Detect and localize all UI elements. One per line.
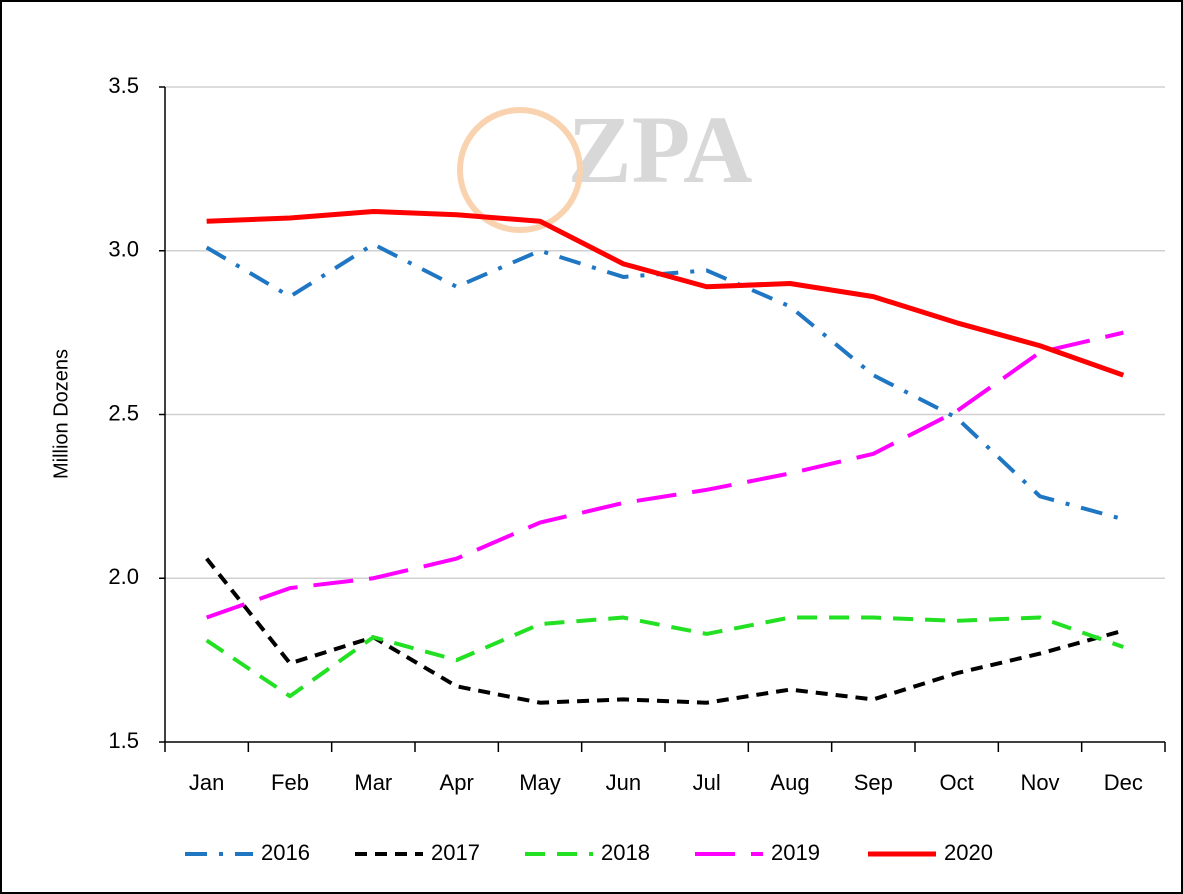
series-line xyxy=(206,208,1125,378)
y-tick-label: 3.5 xyxy=(108,73,139,98)
legend-label: 2017 xyxy=(431,840,480,865)
x-tick-label: Jul xyxy=(693,770,721,795)
y-tick-label: 3.0 xyxy=(108,237,139,262)
x-tick-label: Apr xyxy=(440,770,474,795)
y-tick-label: 1.5 xyxy=(108,728,139,753)
x-tick-label: Dec xyxy=(1104,770,1143,795)
watermark: ZPA xyxy=(568,96,753,203)
legend-label: 2018 xyxy=(601,840,650,865)
x-tick-label: Nov xyxy=(1020,770,1059,795)
legend-label: 2019 xyxy=(771,840,820,865)
y-axis-label: Million Dozens xyxy=(50,349,72,479)
legend-label: 2016 xyxy=(261,840,310,865)
series-line xyxy=(205,330,1124,620)
x-tick-label: Mar xyxy=(354,770,392,795)
y-tick-label: 2.0 xyxy=(108,564,139,589)
x-tick-label: Sep xyxy=(854,770,893,795)
x-tick-label: Jan xyxy=(189,770,224,795)
y-tick-label: 2.5 xyxy=(108,400,139,425)
x-tick-label: Aug xyxy=(770,770,809,795)
x-tick-label: Jun xyxy=(606,770,641,795)
legend-label: 2020 xyxy=(944,840,993,865)
watermark-logo xyxy=(457,107,583,233)
series-line xyxy=(205,557,1124,705)
x-tick-label: Oct xyxy=(940,770,974,795)
x-tick-label: May xyxy=(519,770,561,795)
series-line xyxy=(205,615,1125,699)
x-tick-label: Feb xyxy=(271,770,309,795)
